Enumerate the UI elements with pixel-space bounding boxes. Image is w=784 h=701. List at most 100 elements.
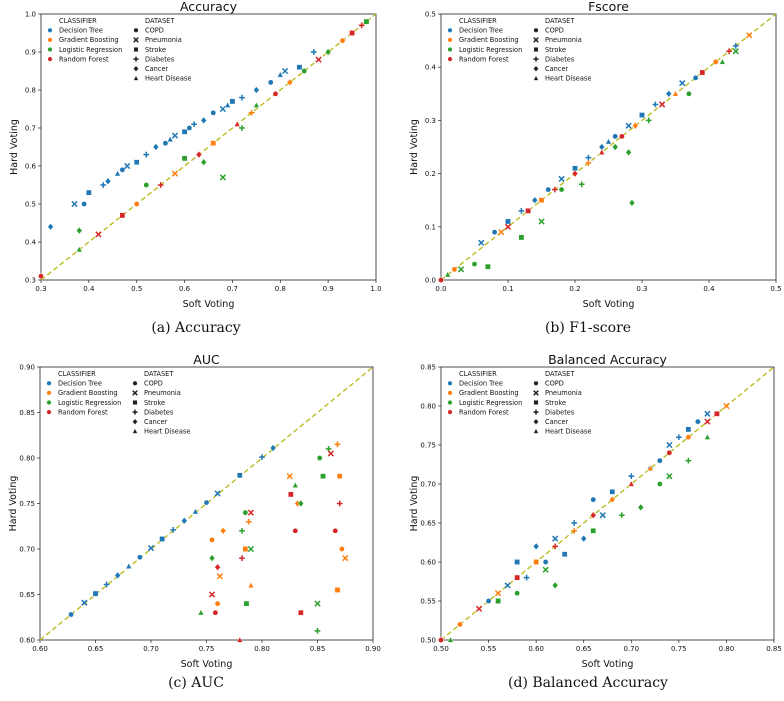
- data-point: [438, 637, 444, 643]
- data-point: [186, 125, 193, 131]
- x-tick-label: 0.65: [88, 645, 104, 653]
- x-tick-label: 0.60: [528, 645, 544, 653]
- data-point: [272, 91, 279, 97]
- data-point: [104, 177, 112, 185]
- legend-classifier-marker: [447, 56, 453, 62]
- data-point: [514, 574, 520, 581]
- data-point: [219, 105, 226, 113]
- data-point: [267, 79, 274, 86]
- data-point: [552, 581, 559, 590]
- data-point: [518, 234, 525, 241]
- legend-classifier-label: Logistic Regression: [58, 399, 121, 407]
- data-point: [612, 143, 619, 151]
- chart-title: Balanced Accuracy: [548, 352, 667, 367]
- legend-classifier-title: CLASSIFIER: [59, 17, 97, 25]
- data-point: [68, 611, 74, 618]
- data-point: [76, 226, 83, 235]
- data-point: [243, 600, 250, 607]
- data-point: [214, 490, 221, 497]
- data-point: [114, 170, 121, 177]
- data-point: [171, 170, 179, 177]
- x-tick-label: 0.65: [576, 645, 592, 653]
- data-point: [301, 68, 308, 74]
- legend-dataset-label: Pneumonia: [545, 389, 582, 397]
- y-tick-label: 0.65: [19, 591, 35, 599]
- legend-dataset-label: Stroke: [145, 46, 166, 54]
- x-tick-label: 0.70: [623, 645, 639, 653]
- data-point: [239, 125, 245, 131]
- data-point: [657, 457, 663, 464]
- legend-classifier-marker: [46, 409, 52, 415]
- data-point: [259, 454, 265, 460]
- legend-dataset-label: Cancer: [144, 418, 168, 426]
- data-point: [349, 30, 355, 36]
- data-point: [281, 67, 289, 75]
- data-point: [315, 56, 322, 63]
- data-point: [679, 80, 686, 87]
- data-point: [247, 545, 255, 553]
- data-point: [334, 587, 341, 593]
- data-point: [162, 140, 169, 146]
- data-point: [637, 503, 644, 512]
- legend-dataset-label: Pneumonia: [145, 36, 182, 44]
- data-point: [137, 554, 143, 560]
- legend-classifier-marker: [447, 409, 453, 415]
- data-point: [531, 196, 538, 204]
- x-tick-label: 0.2: [569, 285, 580, 293]
- data-point: [208, 554, 216, 562]
- data-point: [542, 566, 549, 573]
- data-point: [590, 527, 597, 534]
- data-point: [552, 535, 559, 542]
- legend-dataset-label: Diabetes: [545, 408, 575, 416]
- fscore-caption: (b) F1-score: [544, 320, 632, 336]
- legend-dataset-title: DATASET: [145, 17, 175, 25]
- data-point: [216, 573, 223, 580]
- balanced-accuracy-plot: Balanced Accuracy 0.50 0.55 0.60 0.65 0.70 0.7…: [409, 352, 782, 670]
- data-point: [618, 512, 625, 519]
- data-point: [314, 628, 321, 634]
- legend-classifier-label: Decision Tree: [459, 380, 503, 388]
- legend-dataset-marker: [533, 37, 539, 43]
- data-point: [248, 109, 255, 116]
- data-point: [124, 162, 131, 170]
- data-point: [457, 266, 465, 273]
- data-point: [475, 605, 483, 612]
- data-point: [695, 418, 701, 425]
- legend-classifier-marker: [447, 27, 453, 33]
- fscore-plot: Fscore 0.0 0.1 0.2 0.3 0.4 0.5 0.0 0.1 0.2 0.3 0.4 0…: [409, 0, 782, 310]
- data-point: [558, 186, 565, 193]
- data-point: [100, 182, 107, 188]
- data-point: [628, 199, 636, 207]
- data-point: [578, 181, 585, 188]
- y-tick-label: 0.2: [425, 170, 436, 178]
- data-point: [494, 590, 502, 597]
- data-point: [332, 527, 339, 534]
- chart-panel-auc: AUC 0.60 0.65 0.70 0.75 0.80 0.85 0.90 0.60 0.65 0…: [0, 352, 392, 700]
- x-tick-label: 0.5: [770, 285, 781, 293]
- x-tick-label: 0.85: [310, 645, 326, 653]
- data-point: [245, 518, 252, 525]
- x-tick-label: 0.60: [32, 645, 48, 653]
- scatter-points: [438, 32, 753, 283]
- data-point: [672, 90, 679, 97]
- legend-dataset-marker: [533, 390, 539, 396]
- data-point: [457, 621, 463, 628]
- legend-dataset-marker: [133, 75, 139, 81]
- legend-classifier-label: Gradient Boosting: [59, 36, 119, 44]
- data-point: [119, 212, 126, 219]
- data-point: [628, 473, 635, 480]
- legend-classifier-label: Gradient Boosting: [58, 389, 118, 397]
- y-tick-label: 0.5: [25, 201, 36, 209]
- legend-dataset-marker: [132, 428, 138, 434]
- data-point: [609, 495, 616, 504]
- legend-dataset-label: Cancer: [145, 65, 169, 73]
- legend-dataset-label: Heart Disease: [144, 428, 190, 436]
- y-tick-label: 0.4: [25, 239, 37, 247]
- data-point: [666, 473, 673, 480]
- data-point: [495, 598, 501, 604]
- data-point: [214, 600, 221, 607]
- data-point: [675, 434, 682, 441]
- legend-classifier-label: Random Forest: [59, 55, 109, 63]
- x-tick-label: 0.90: [365, 645, 381, 653]
- accuracy-caption: (a) Accuracy: [151, 320, 241, 336]
